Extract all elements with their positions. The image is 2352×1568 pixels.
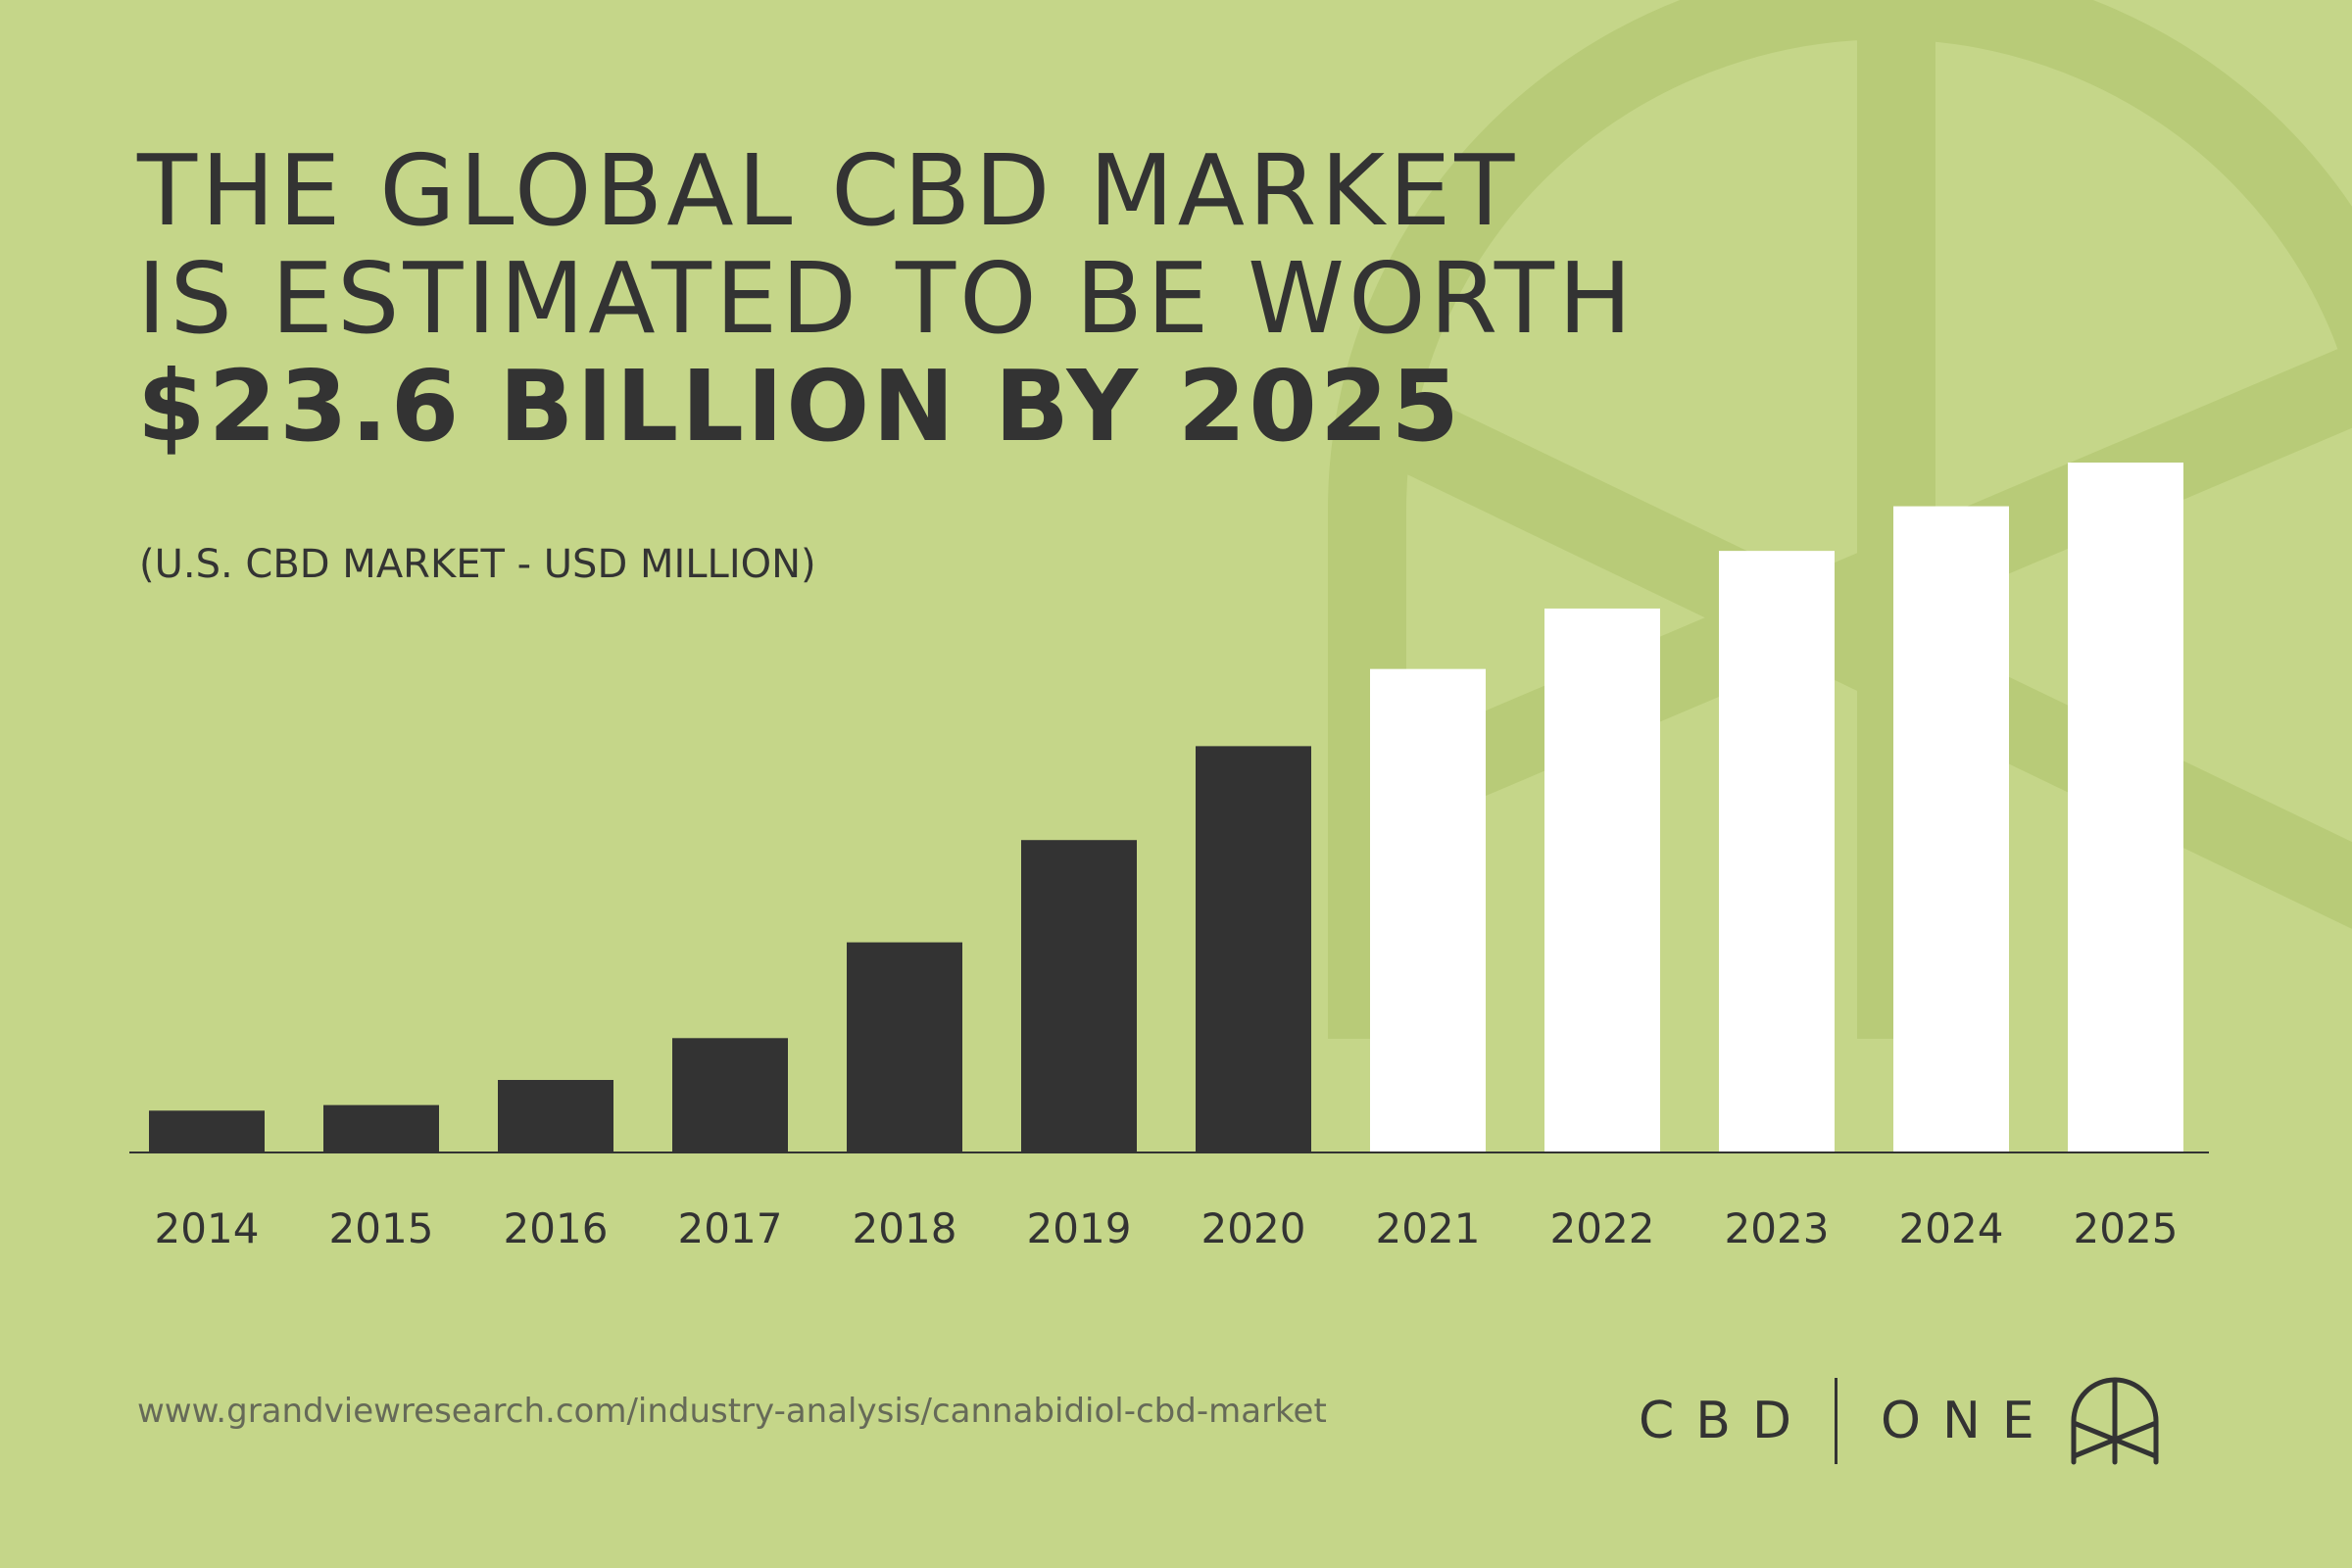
brand-divider xyxy=(1835,1378,1838,1464)
bar-2024 xyxy=(1893,506,2009,1152)
bar-2014 xyxy=(149,1110,265,1152)
bar-2019 xyxy=(1021,840,1137,1152)
x-tick-label-2017: 2017 xyxy=(678,1204,783,1252)
headline-line-1: THE GLOBAL CBD MARKET xyxy=(137,133,1519,248)
x-tick-label-2015: 2015 xyxy=(329,1204,434,1252)
x-tick-label-2020: 2020 xyxy=(1201,1204,1306,1252)
bar-2016 xyxy=(498,1079,613,1152)
bar-2015 xyxy=(323,1104,439,1152)
headline-line-2: IS ESTIMATED TO BE WORTH xyxy=(137,241,1637,356)
brand-name-left: CBD xyxy=(1639,1392,1814,1450)
bar-2021 xyxy=(1370,668,1486,1152)
source-link[interactable]: www.grandviewresearch.com/industry-analy… xyxy=(137,1392,1327,1431)
bar-2023 xyxy=(1719,551,1835,1152)
x-tick-label-2019: 2019 xyxy=(1027,1204,1132,1252)
bar-2022 xyxy=(1544,608,1660,1152)
x-tick-labels: 2014 2015 2016 2017 2018 2019 2020 2021 2022 2023… xyxy=(155,1204,2179,1252)
x-tick-label-2025: 2025 xyxy=(2074,1204,2179,1252)
x-tick-label-2014: 2014 xyxy=(155,1204,260,1252)
x-tick-label-2021: 2021 xyxy=(1376,1204,1481,1252)
bar-2020 xyxy=(1196,746,1311,1152)
bar-2025 xyxy=(2068,463,2183,1152)
headline-line-3: $23.6 BILLION BY 2025 xyxy=(137,349,1463,464)
x-tick-label-2018: 2018 xyxy=(853,1204,957,1252)
x-tick-label-2016: 2016 xyxy=(504,1204,609,1252)
bar-2018 xyxy=(847,942,962,1152)
bars-group xyxy=(149,463,2183,1152)
bar-2017 xyxy=(672,1038,788,1152)
cbd-one-logo-icon xyxy=(2071,1377,2159,1465)
brand-name-right: ONE xyxy=(1881,1392,2056,1450)
x-tick-label-2023: 2023 xyxy=(1725,1204,1830,1252)
x-tick-label-2024: 2024 xyxy=(1899,1204,2004,1252)
headline: THE GLOBAL CBD MARKET IS ESTIMATED TO BE… xyxy=(137,137,1636,461)
brand: CBD ONE xyxy=(1639,1377,2162,1465)
x-tick-label-2022: 2022 xyxy=(1550,1204,1655,1252)
chart-subtitle: (U.S. CBD MARKET - USD MILLION) xyxy=(139,542,816,587)
